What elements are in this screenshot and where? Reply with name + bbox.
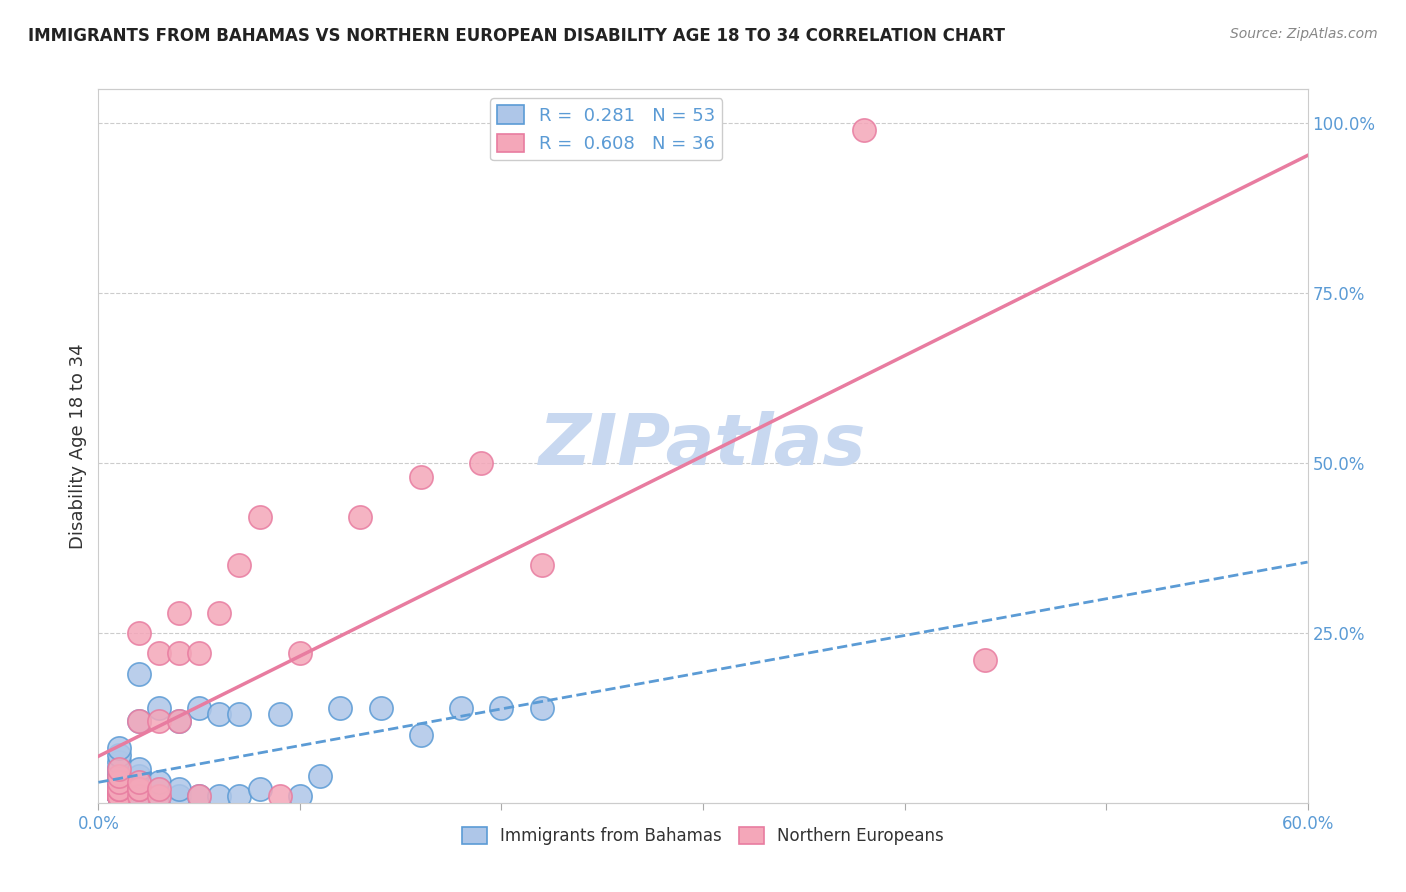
- Point: [107, 789, 129, 803]
- Point: [107, 769, 129, 783]
- Point: [208, 606, 231, 620]
- Point: [107, 775, 129, 789]
- Point: [167, 789, 190, 803]
- Point: [107, 762, 129, 776]
- Point: [167, 714, 190, 729]
- Point: [107, 789, 129, 803]
- Point: [409, 728, 432, 742]
- Point: [853, 123, 876, 137]
- Point: [107, 748, 129, 763]
- Point: [409, 469, 432, 483]
- Point: [167, 714, 190, 729]
- Point: [188, 789, 211, 803]
- Point: [208, 789, 231, 803]
- Text: ZIPatlas: ZIPatlas: [540, 411, 866, 481]
- Point: [228, 558, 250, 572]
- Point: [107, 769, 129, 783]
- Point: [107, 789, 129, 803]
- Point: [370, 700, 392, 714]
- Point: [148, 782, 170, 797]
- Point: [208, 707, 231, 722]
- Point: [249, 782, 271, 797]
- Point: [107, 789, 129, 803]
- Point: [167, 782, 190, 797]
- Point: [128, 714, 150, 729]
- Point: [188, 646, 211, 660]
- Point: [128, 775, 150, 789]
- Point: [188, 700, 211, 714]
- Text: Source: ZipAtlas.com: Source: ZipAtlas.com: [1230, 27, 1378, 41]
- Point: [470, 456, 492, 470]
- Point: [128, 666, 150, 681]
- Point: [107, 789, 129, 803]
- Point: [128, 762, 150, 776]
- Point: [128, 782, 150, 797]
- Point: [228, 789, 250, 803]
- Point: [107, 789, 129, 803]
- Text: IMMIGRANTS FROM BAHAMAS VS NORTHERN EUROPEAN DISABILITY AGE 18 TO 34 CORRELATION: IMMIGRANTS FROM BAHAMAS VS NORTHERN EURO…: [28, 27, 1005, 45]
- Point: [107, 782, 129, 797]
- Point: [107, 775, 129, 789]
- Point: [228, 707, 250, 722]
- Point: [128, 775, 150, 789]
- Point: [107, 762, 129, 776]
- Point: [107, 782, 129, 797]
- Point: [128, 789, 150, 803]
- Point: [269, 707, 291, 722]
- Point: [107, 789, 129, 803]
- Point: [309, 769, 332, 783]
- Point: [288, 646, 311, 660]
- Point: [107, 755, 129, 769]
- Point: [107, 789, 129, 803]
- Point: [148, 714, 170, 729]
- Point: [148, 775, 170, 789]
- Point: [107, 775, 129, 789]
- Point: [128, 782, 150, 797]
- Point: [107, 789, 129, 803]
- Point: [128, 769, 150, 783]
- Point: [107, 789, 129, 803]
- Point: [530, 558, 553, 572]
- Point: [530, 700, 553, 714]
- Point: [974, 653, 997, 667]
- Y-axis label: Disability Age 18 to 34: Disability Age 18 to 34: [69, 343, 87, 549]
- Point: [188, 789, 211, 803]
- Point: [107, 782, 129, 797]
- Point: [249, 510, 271, 524]
- Point: [329, 700, 352, 714]
- Point: [107, 782, 129, 797]
- Point: [148, 646, 170, 660]
- Point: [107, 769, 129, 783]
- Point: [128, 714, 150, 729]
- Point: [107, 741, 129, 756]
- Point: [148, 700, 170, 714]
- Point: [167, 646, 190, 660]
- Legend: Immigrants from Bahamas, Northern Europeans: Immigrants from Bahamas, Northern Europe…: [456, 820, 950, 852]
- Point: [107, 789, 129, 803]
- Point: [128, 789, 150, 803]
- Point: [491, 700, 513, 714]
- Point: [128, 789, 150, 803]
- Point: [107, 762, 129, 776]
- Point: [107, 789, 129, 803]
- Point: [167, 606, 190, 620]
- Point: [269, 789, 291, 803]
- Point: [148, 789, 170, 803]
- Point: [450, 700, 472, 714]
- Point: [288, 789, 311, 803]
- Point: [107, 782, 129, 797]
- Point: [148, 789, 170, 803]
- Point: [128, 782, 150, 797]
- Point: [128, 626, 150, 640]
- Point: [128, 782, 150, 797]
- Point: [349, 510, 371, 524]
- Point: [107, 775, 129, 789]
- Point: [148, 782, 170, 797]
- Point: [107, 782, 129, 797]
